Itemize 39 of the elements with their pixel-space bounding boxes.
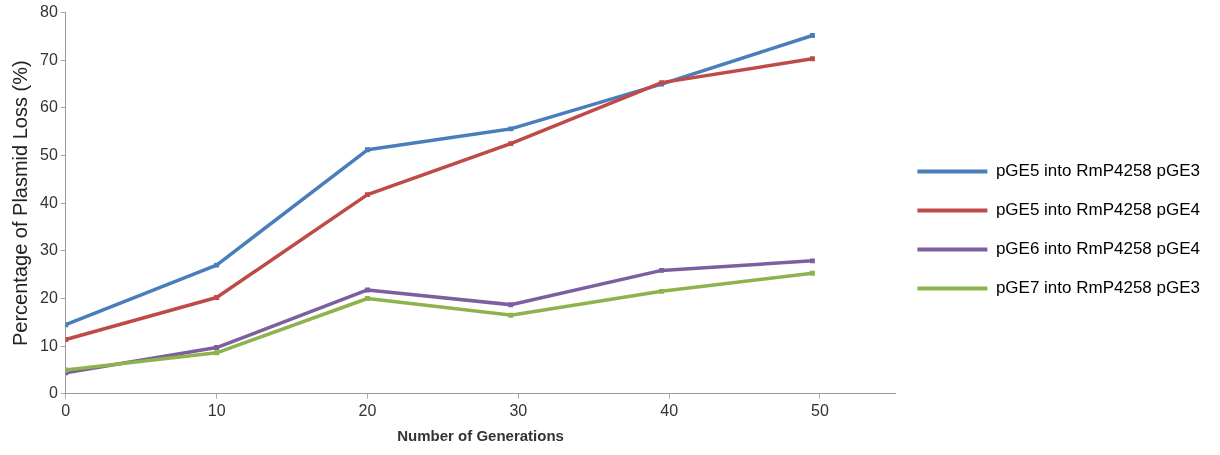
point <box>364 192 370 198</box>
point <box>809 56 815 62</box>
point <box>214 345 220 351</box>
point <box>364 287 370 293</box>
y-tick-label: 40 <box>40 193 58 211</box>
point <box>508 126 514 132</box>
legend-label: pGE5 into RmP4258 pGE4 <box>995 200 1201 220</box>
point <box>659 288 665 294</box>
y-tick-label: 50 <box>40 145 58 163</box>
point <box>214 262 220 268</box>
legend-label: pGE7 into RmP4258 pGE3 <box>995 278 1201 298</box>
point <box>364 296 370 301</box>
point <box>809 270 815 276</box>
point <box>508 141 514 147</box>
x-tick-label: 40 <box>660 401 679 419</box>
x-axis-title: Number of Generations <box>397 427 564 445</box>
point <box>364 147 370 153</box>
point <box>214 350 220 356</box>
point <box>214 295 220 301</box>
legend-label: pGE5 into RmP4258 pGE3 <box>995 161 1201 181</box>
y-tick-label: 0 <box>48 384 58 402</box>
point <box>508 302 514 308</box>
point <box>809 258 815 264</box>
point <box>659 267 665 273</box>
y-axis-title: Percentage of Plasmid Loss (%) <box>8 60 31 347</box>
x-tick-label: 10 <box>207 401 226 419</box>
point <box>809 33 815 38</box>
x-tick-label: 30 <box>509 401 528 419</box>
y-tick-label: 60 <box>40 98 58 116</box>
x-tick-label: 0 <box>61 401 71 419</box>
x-tick-label: 20 <box>358 401 377 419</box>
legend-label: pGE6 into RmP4258 pGE4 <box>995 239 1201 259</box>
point <box>508 312 514 318</box>
y-tick-label: 10 <box>40 336 58 354</box>
y-tick-label: 70 <box>40 50 58 68</box>
x-tick-label: 50 <box>811 401 829 419</box>
y-tick-label: 80 <box>40 3 58 21</box>
y-tick-label: 30 <box>40 241 58 259</box>
y-tick-label: 20 <box>40 288 58 306</box>
